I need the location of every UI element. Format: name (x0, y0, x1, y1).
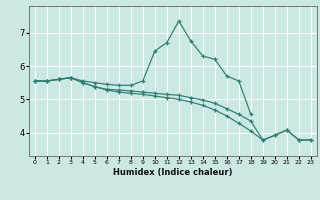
X-axis label: Humidex (Indice chaleur): Humidex (Indice chaleur) (113, 168, 233, 177)
